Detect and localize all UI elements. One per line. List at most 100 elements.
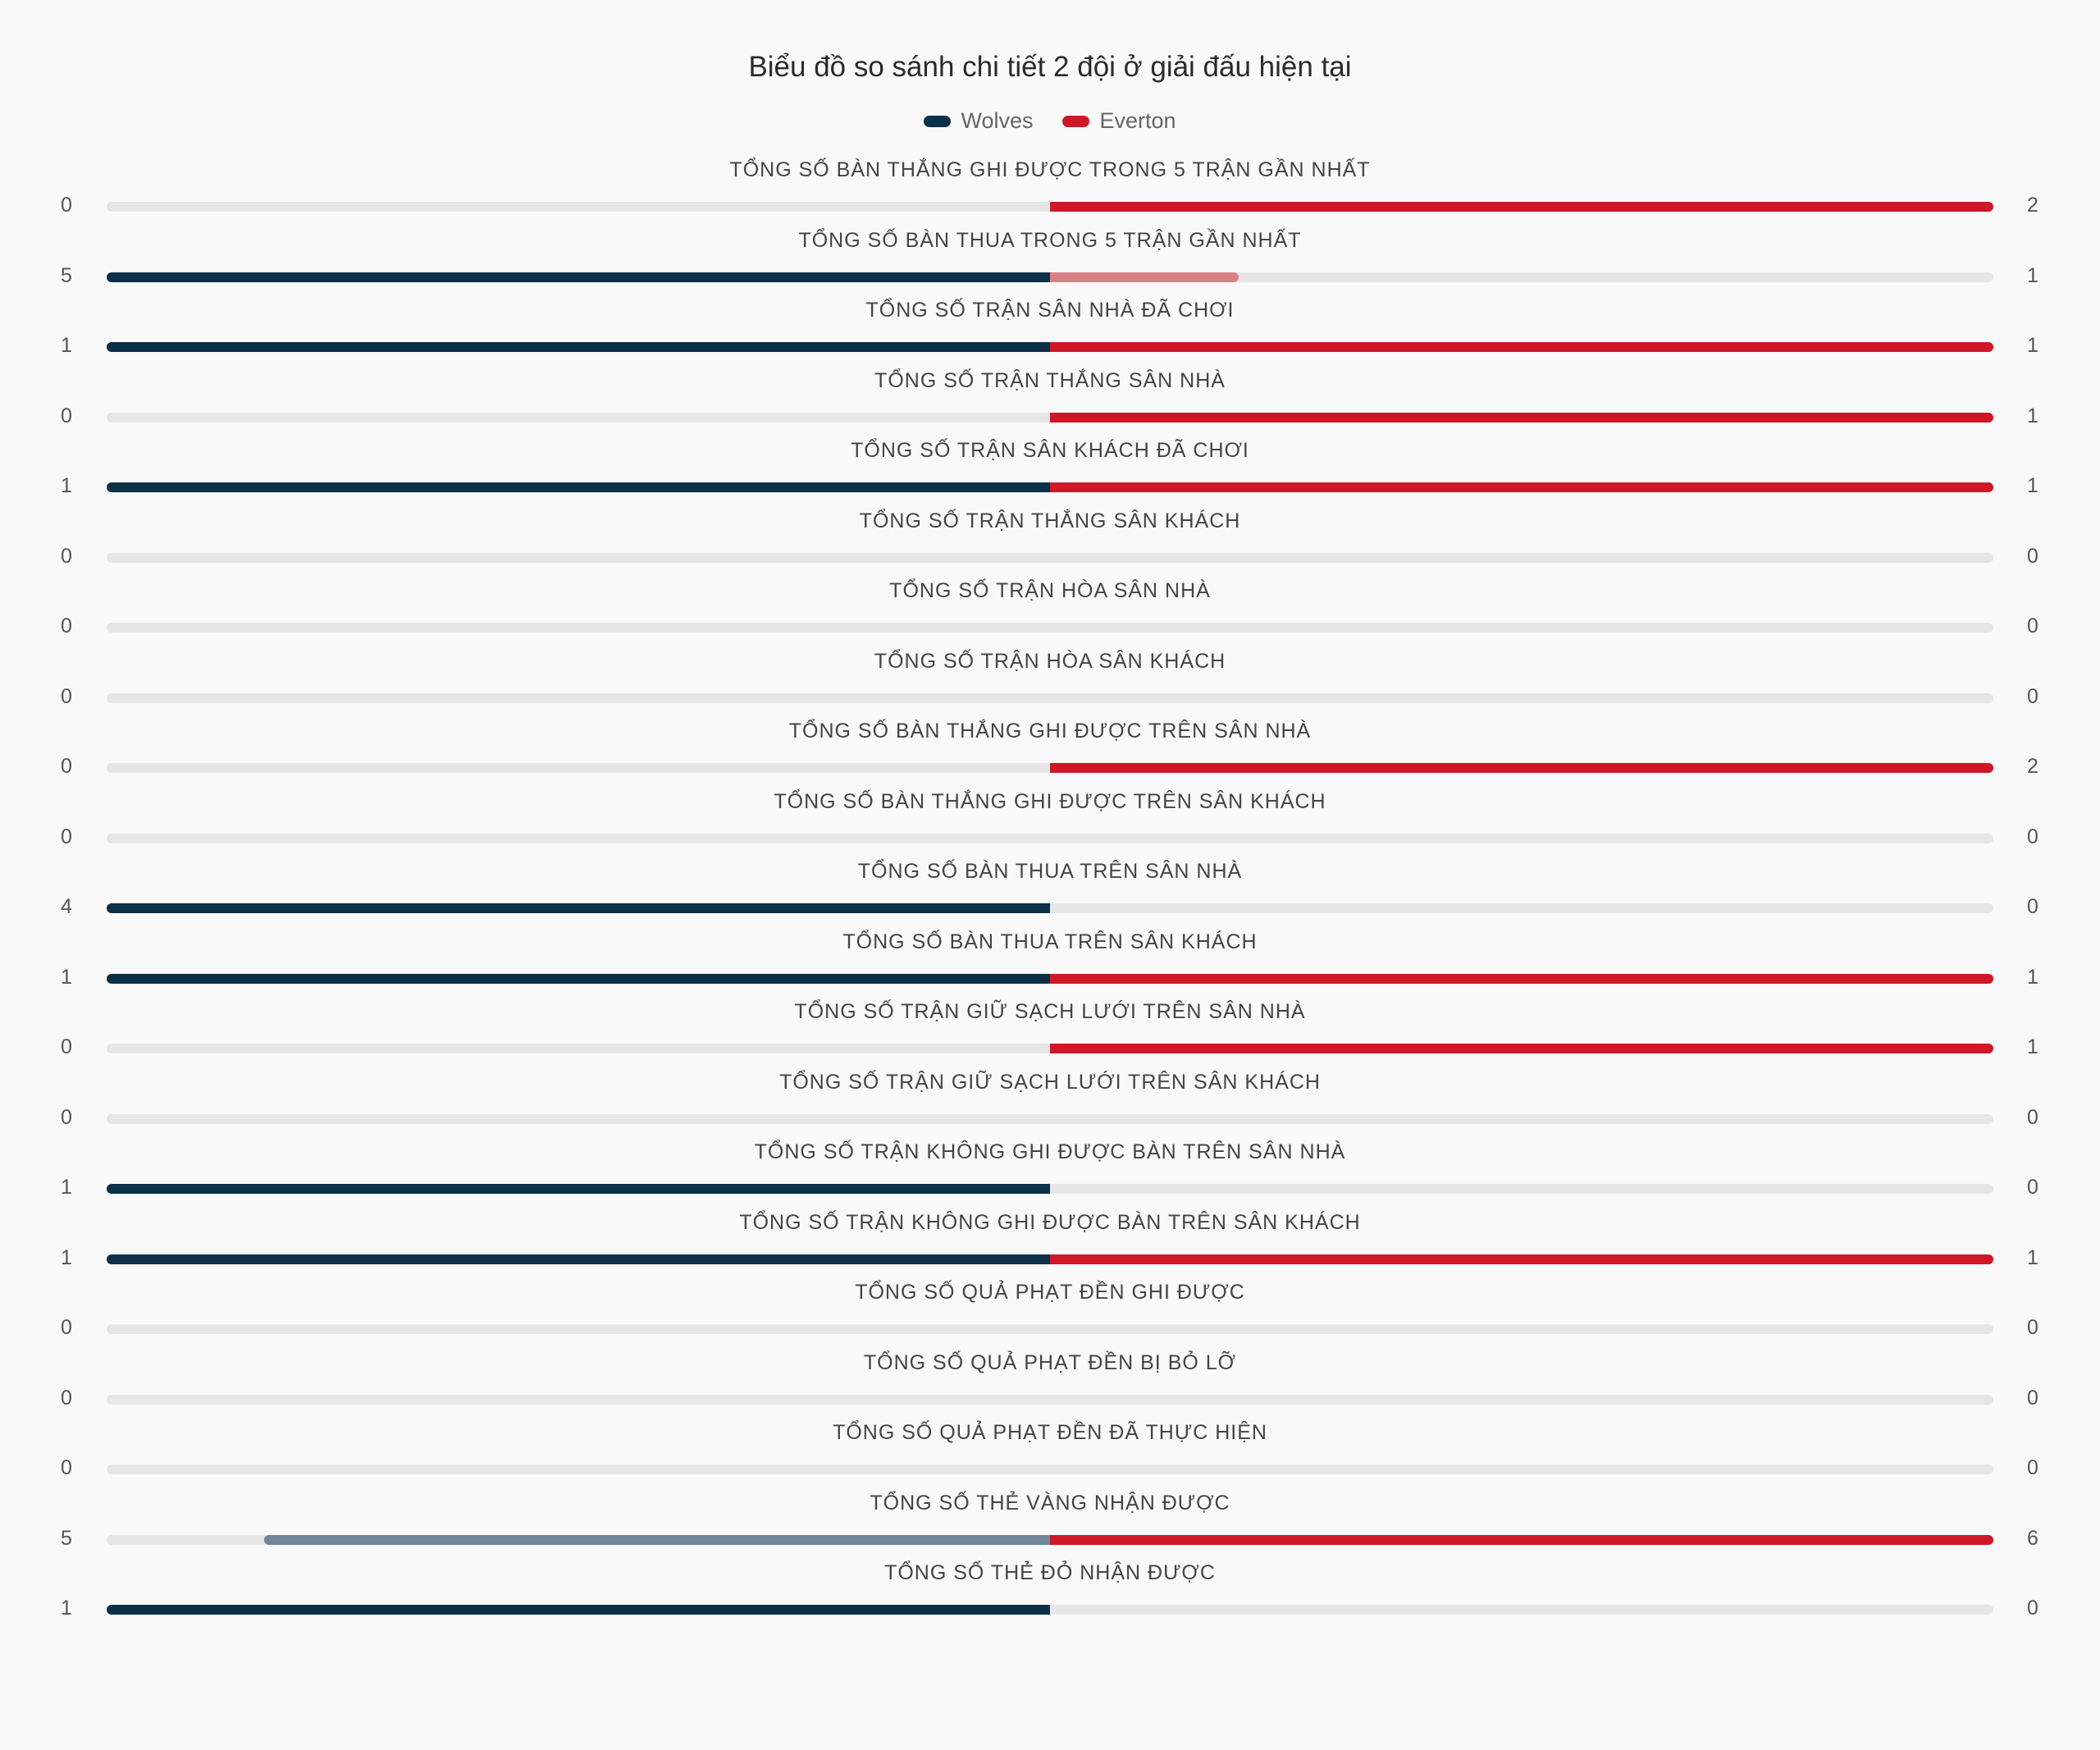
wolves-value: 4 <box>61 895 72 918</box>
wolves-value: 1 <box>61 1245 72 1269</box>
wolves-value: 1 <box>61 334 72 357</box>
bar-track <box>107 1113 1993 1124</box>
row-label: TỔNG SỐ TRẬN SÂN NHÀ ĐÃ CHƠI <box>865 299 1235 322</box>
everton-value: 1 <box>2027 965 2038 989</box>
wolves-value: 0 <box>61 1386 72 1410</box>
bar-track <box>107 1044 1993 1053</box>
row-label: TỔNG SỐ TRẬN HÒA SÂN NHÀ <box>889 579 1211 602</box>
wolves-value: 0 <box>61 1316 72 1339</box>
everton-bar[interactable] <box>1050 412 1993 423</box>
comparison-row: TỔNG SỐ TRẬN KHÔNG GHI ĐƯỢC BÀN TRÊN SÂN… <box>0 1140 2100 1208</box>
everton-value: 0 <box>2027 615 2038 637</box>
wolves-value: 0 <box>61 825 72 848</box>
wolves-value: 5 <box>61 263 72 287</box>
row-label: TỔNG SỐ BÀN THUA TRONG 5 TRẬN GẦN NHẤT <box>798 228 1302 252</box>
legend-label-wolves: Wolves <box>961 108 1034 133</box>
comparison-row: TỔNG SỐ TRẬN THẮNG SÂN NHÀ 0 1 <box>0 369 2100 436</box>
row-label: TỔNG SỐ TRẬN THẮNG SÂN NHÀ <box>874 368 1226 392</box>
everton-value: 0 <box>2027 1597 2038 1620</box>
comparison-row: TỔNG SỐ QUẢ PHẠT ĐỀN ĐÃ THỰC HIỆN 0 0 <box>0 1421 2100 1488</box>
wolves-value: 0 <box>61 194 72 217</box>
everton-value: 0 <box>2027 1456 2038 1479</box>
everton-value: 0 <box>2027 1316 2038 1339</box>
wolves-value: 1 <box>61 1597 72 1620</box>
row-label: TỔNG SỐ BÀN THẮNG GHI ĐƯỢC TRÊN SÂN NHÀ <box>788 720 1312 742</box>
bar-track <box>107 272 1993 282</box>
chart-title: Biểu đồ so sánh chi tiết 2 đội ở giải đấ… <box>748 51 1352 83</box>
row-label: TỔNG SỐ BÀN THUA TRÊN SÂN NHÀ <box>857 860 1243 883</box>
wolves-value: 5 <box>61 1526 72 1550</box>
everton-bar[interactable] <box>1050 1534 1993 1545</box>
comparison-row: TỔNG SỐ TRẬN THẮNG SÂN KHÁCH 0 0 <box>0 509 2100 577</box>
everton-value: 1 <box>2027 404 2038 427</box>
wolves-bar[interactable] <box>107 1254 1050 1264</box>
comparison-row: TỔNG SỐ TRẬN HÒA SÂN NHÀ 0 0 <box>0 579 2100 647</box>
everton-value: 0 <box>2027 895 2038 918</box>
row-label: TỔNG SỐ QUẢ PHẠT ĐỀN BỊ BỎ LỠ <box>863 1350 1237 1374</box>
everton-bar[interactable] <box>1050 202 1993 212</box>
wolves-bar[interactable] <box>107 482 1050 492</box>
row-label: TỔNG SỐ BÀN THUA TRÊN SÂN KHÁCH <box>842 930 1258 953</box>
everton-bar[interactable] <box>1050 973 1993 984</box>
comparison-row: TỔNG SỐ TRẬN HÒA SÂN KHÁCH 0 0 <box>0 650 2100 717</box>
bar-track <box>107 692 1993 703</box>
comparison-row: TỔNG SỐ BÀN THẮNG GHI ĐƯỢC TRÊN SÂN KHÁC… <box>0 790 2100 857</box>
row-label: TỔNG SỐ THẺ VÀNG NHẬN ĐƯỢC <box>870 1491 1230 1515</box>
row-label: TỔNG SỐ THẺ ĐỎ NHẬN ĐƯỢC <box>884 1561 1216 1584</box>
row-label: TỔNG SỐ QUẢ PHẠT ĐỀN ĐÃ THỰC HIỆN <box>833 1421 1267 1444</box>
everton-value: 0 <box>2027 1386 2038 1410</box>
everton-bar[interactable] <box>1050 1254 1993 1264</box>
everton-value: 0 <box>2027 1105 2038 1129</box>
wolves-bar[interactable] <box>107 1184 1050 1194</box>
wolves-value: 0 <box>61 1035 72 1058</box>
bar-track <box>107 833 1993 843</box>
wolves-bar[interactable] <box>263 1534 1050 1545</box>
everton-value: 6 <box>2027 1526 2038 1550</box>
wolves-bar[interactable] <box>107 903 1050 913</box>
comparison-row: TỔNG SỐ TRẬN SÂN KHÁCH ĐÃ CHƠI 1 1 <box>0 439 2100 506</box>
everton-value: 1 <box>2027 1245 2038 1269</box>
everton-bar[interactable] <box>1050 482 1993 492</box>
legend-swatch-wolves <box>924 115 952 127</box>
wolves-bar[interactable] <box>107 1605 1050 1615</box>
wolves-value: 1 <box>61 474 72 497</box>
everton-value: 2 <box>2027 194 2038 217</box>
legend-item-wolves[interactable]: Wolves <box>924 108 1033 134</box>
wolves-bar[interactable] <box>107 342 1050 352</box>
comparison-row: TỔNG SỐ TRẬN GIỮ SẠCH LƯỚI TRÊN SÂN KHÁC… <box>0 1071 2100 1138</box>
bar-track <box>107 1394 1993 1405</box>
everton-value: 0 <box>2027 825 2038 848</box>
row-label: TỔNG SỐ TRẬN KHÔNG GHI ĐƯỢC BÀN TRÊN SÂN… <box>739 1210 1361 1234</box>
bar-track <box>107 202 1993 212</box>
comparison-row: TỔNG SỐ BÀN THUA TRÊN SÂN KHÁCH 1 1 <box>0 930 2100 998</box>
everton-bar[interactable] <box>1050 272 1239 282</box>
legend: Wolves Everton <box>0 108 2100 134</box>
legend-item-everton[interactable]: Everton <box>1062 108 1176 134</box>
wolves-bar[interactable] <box>107 973 1050 984</box>
wolves-value: 0 <box>61 404 72 427</box>
wolves-value: 0 <box>61 684 72 708</box>
row-label: TỔNG SỐ QUẢ PHẠT ĐỀN GHI ĐƯỢC <box>855 1281 1245 1304</box>
everton-bar[interactable] <box>1050 763 1993 773</box>
bar-track <box>107 763 1993 773</box>
wolves-value: 1 <box>61 965 72 989</box>
everton-value: 0 <box>2027 1176 2038 1199</box>
wolves-bar[interactable] <box>107 272 1050 282</box>
bar-track <box>107 973 1993 984</box>
bar-track <box>107 1464 1993 1474</box>
bar-track <box>107 903 1993 913</box>
wolves-value: 0 <box>61 615 72 637</box>
everton-bar[interactable] <box>1050 1044 1993 1053</box>
bar-track <box>107 1605 1993 1615</box>
comparison-row: TỔNG SỐ TRẬN SÂN NHÀ ĐÃ CHƠI 1 1 <box>0 299 2100 366</box>
bar-track <box>107 1324 1993 1334</box>
bar-track <box>107 1534 1993 1545</box>
bar-track <box>107 623 1993 633</box>
comparison-row: TỔNG SỐ TRẬN KHÔNG GHI ĐƯỢC BÀN TRÊN SÂN… <box>0 1211 2100 1278</box>
everton-bar[interactable] <box>1050 342 1993 352</box>
row-label: TỔNG SỐ TRẬN THẮNG SÂN KHÁCH <box>859 509 1241 532</box>
wolves-value: 0 <box>61 1105 72 1129</box>
comparison-row: TỔNG SỐ BÀN THUA TRÊN SÂN NHÀ 4 0 <box>0 860 2100 927</box>
row-label: TỔNG SỐ BÀN THẮNG GHI ĐƯỢC TRÊN SÂN KHÁC… <box>774 789 1326 813</box>
